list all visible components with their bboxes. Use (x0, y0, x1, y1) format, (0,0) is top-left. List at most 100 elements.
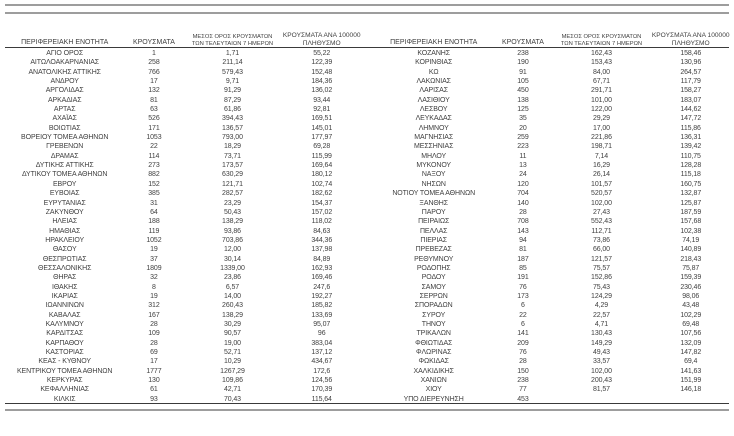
per100k-value: 84,89 (313, 255, 331, 263)
cases-value: 8 (152, 283, 156, 291)
per100k-value: 133,69 (311, 311, 333, 319)
per100k-value: 95,07 (313, 320, 331, 328)
table-row: ΛΑΣΙΘΙΟΥ 138 101,00 183,07 (373, 96, 730, 105)
cases-value: 6 (521, 302, 525, 310)
avg7-value: 30,14 (223, 255, 241, 263)
per100k-value: 434,67 (311, 358, 333, 366)
table-row: ΝΟΤΙΟΥ ΤΟΜΕΑ ΑΘΗΝΩΝ 704 520,57 132,87 (373, 189, 730, 198)
column-header-cases: ΚΡΟΥΣΜΑΤΑ (125, 18, 182, 49)
bottom-rule-1 (5, 403, 729, 404)
cases-value: 1809 (146, 264, 162, 272)
avg7-value: 22,57 (592, 311, 610, 319)
cases-value: 93 (150, 395, 158, 403)
cases-value: 273 (148, 162, 160, 170)
regional-table-left: ΠΕΡΙΦΕΡΕΙΑΚΗ ΕΝΟΤΗΤΑ ΚΡΟΥΣΜΑΤΑ ΜΕΣΟΣ ΟΡΟ… (4, 18, 361, 404)
column-header-per100k: ΚΡΟΥΣΜΑΤΑ ΑΝΑ 100000 ΠΛΗΘΥΣΜΟ (651, 18, 730, 49)
avg7-value: 90,57 (223, 330, 241, 338)
per100k-value: 162,93 (311, 264, 333, 272)
table-row: ΧΑΝΙΩΝ 238 200,43 151,99 (373, 376, 730, 385)
table-row: ΙΚΑΡΙΑΣ 19 14,00 192,27 (4, 292, 361, 301)
avg7-value: 93,86 (223, 227, 241, 235)
per100k-value: 172,6 (313, 367, 331, 375)
table-row: ΗΜΑΘΙΑΣ 119 93,86 84,63 (4, 227, 361, 236)
per100k-value: 69,28 (313, 143, 331, 151)
region-name: ΗΜΑΘΙΑΣ (49, 227, 81, 235)
table-row: ΚΟΡΙΝΘΙΑΣ 190 153,43 130,96 (373, 58, 730, 67)
per100k-value: 146,18 (680, 386, 702, 394)
table-row: ΚΟΖΑΝΗΣ 238 162,43 158,46 (373, 49, 730, 58)
avg7-value: 121,57 (591, 255, 612, 263)
table-row: ΚΕΑΣ - ΚΥΘΝΟΥ 17 10,29 434,67 (4, 357, 361, 366)
cases-value: 125 (517, 106, 529, 114)
avg7-value: 138,29 (222, 311, 243, 319)
header-row: ΠΕΡΙΦΕΡΕΙΑΚΗ ΕΝΟΤΗΤΑ ΚΡΟΥΣΜΑΤΑ ΜΕΣΟΣ ΟΡΟ… (373, 18, 730, 49)
table-row: ΡΕΘΥΜΝΟΥ 187 121,57 218,43 (373, 255, 730, 264)
per100k-value: 169,64 (311, 162, 333, 170)
column-header-region-label: ΠΕΡΙΦΕΡΕΙΑΚΗ ΕΝΟΤΗΤΑ (21, 39, 109, 47)
cases-value: 81 (150, 96, 158, 104)
region-name: ΛΕΥΚΑΔΑΣ (415, 115, 452, 123)
cases-value: 132 (148, 87, 160, 95)
cases-value: 28 (519, 208, 527, 216)
region-name: ΔΥΤΙΚΗΣ ΑΤΤΙΚΗΣ (35, 162, 94, 170)
region-name: ΚΑΒΑΛΑΣ (48, 311, 81, 319)
region-name: ΣΥΡΟΥ (422, 311, 446, 319)
table-row: ΚΕΡΚΥΡΑΣ 130 109,86 124,56 (4, 376, 361, 385)
per100k-value: 169,46 (311, 274, 333, 282)
region-name: ΚΑΣΤΟΡΙΑΣ (45, 349, 84, 356)
column-header-cases-label: ΚΡΟΥΣΜΑΤΑ (132, 39, 175, 47)
region-name: ΚΕΡΚΥΡΑΣ (46, 377, 83, 385)
cases-value: 91 (519, 68, 527, 76)
avg7-value: 7,14 (594, 152, 609, 160)
table-row: ΚΩ 91 84,00 264,57 (373, 68, 730, 77)
cases-value: 17 (150, 78, 158, 86)
region-name: ΑΓΙΟ ΟΡΟΣ (46, 50, 84, 57)
avg7-value: 75,57 (592, 264, 610, 272)
region-name: ΤΗΝΟΥ (421, 320, 446, 328)
table-row: ΠΙΕΡΙΑΣ 94 73,86 74,19 (373, 236, 730, 245)
region-name: ΛΕΣΒΟΥ (419, 106, 448, 114)
region-name: ΝΟΤΙΟΥ ΤΟΜΕΑ ΑΘΗΝΩΝ (392, 190, 476, 198)
cases-value: 450 (517, 87, 529, 95)
region-name: ΚΕΑΣ - ΚΥΘΝΟΥ (38, 358, 91, 366)
per100k-value: 130,96 (680, 59, 702, 67)
region-name: ΛΑΚΩΝΙΑΣ (416, 78, 451, 86)
region-name: ΧΑΛΚΙΔΙΚΗΣ (413, 367, 454, 375)
region-name: ΘΗΡΑΣ (53, 274, 77, 282)
cases-value: 37 (150, 255, 158, 263)
column-header-cases-label: ΚΡΟΥΣΜΑΤΑ (501, 39, 544, 47)
per100k-value: 183,07 (680, 96, 702, 104)
region-name: ΚΟΡΙΝΘΙΑΣ (415, 59, 453, 67)
cases-value: 61 (150, 386, 158, 394)
cases-value: 63 (150, 106, 158, 114)
per100k-value: 132,09 (680, 339, 702, 347)
per100k-value: 117,79 (680, 78, 701, 86)
cases-value: 167 (148, 311, 160, 319)
avg7-value: 29,29 (592, 115, 610, 123)
cases-value: 13 (519, 162, 527, 170)
per100k-value: 69,4 (684, 358, 698, 366)
cases-value: 28 (150, 320, 158, 328)
per100k-value: 151,99 (680, 377, 702, 385)
avg7-value: 162,43 (591, 50, 612, 57)
avg7-value: 10,29 (223, 358, 241, 366)
cases-value: 882 (148, 171, 160, 179)
avg7-value: 149,29 (591, 339, 612, 347)
table-row: ΘΕΣΠΡΩΤΙΑΣ 37 30,14 84,89 (4, 255, 361, 264)
cases-value: 22 (519, 311, 527, 319)
table-row: ΤΡΙΚΑΛΩΝ 141 130,43 107,56 (373, 329, 730, 338)
region-name: ΝΑΞΟΥ (421, 171, 446, 179)
avg7-value: 703,86 (222, 236, 243, 244)
per100k-value: 118,02 (311, 218, 332, 226)
per100k-value: 115,18 (680, 171, 701, 179)
table-row: ΚΑΣΤΟΡΙΑΣ 69 52,71 137,12 (4, 348, 361, 357)
cases-value: 1052 (146, 236, 162, 244)
column-header-avg7-line2: ΤΩΝ ΤΕΛΕΥΤΑΙΩΝ 7 ΗΜΕΡΩΝ (560, 40, 643, 47)
per100k-value: 170,39 (311, 386, 333, 394)
avg7-value: 73,86 (592, 236, 610, 244)
table-row: ΖΑΚΥΝΘΟΥ 64 50,43 157,02 (4, 208, 361, 217)
per100k-value: 157,02 (311, 208, 333, 216)
region-name: ΡΟΔΟΥ (421, 274, 446, 282)
table-row: ΛΗΜΝΟΥ 20 17,00 115,86 (373, 124, 730, 133)
cases-value: 19 (150, 246, 158, 254)
